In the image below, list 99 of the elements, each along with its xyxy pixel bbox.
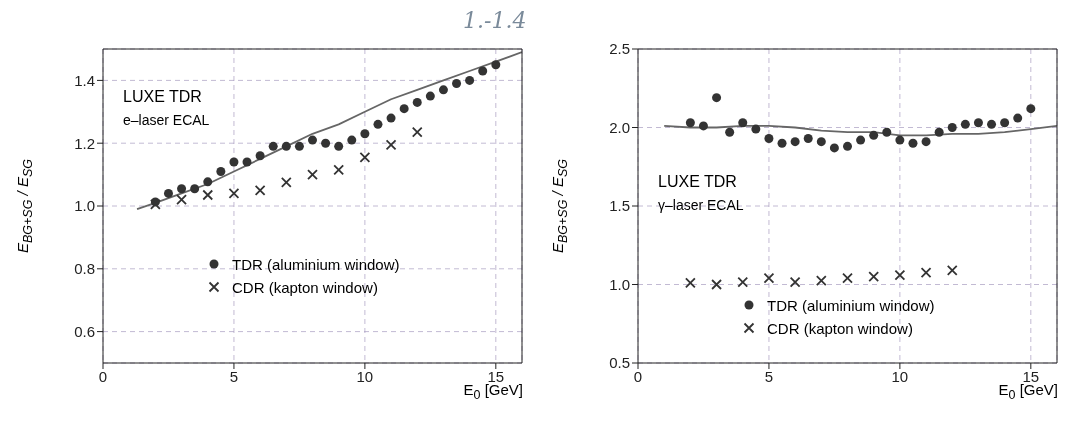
point (347, 135, 357, 145)
point (385, 139, 397, 151)
point (268, 141, 278, 151)
point (425, 91, 435, 101)
point (868, 271, 880, 283)
y-tick-label: 0.5 (609, 354, 630, 372)
point (856, 135, 866, 145)
point (491, 60, 501, 70)
point (465, 75, 475, 85)
point (777, 138, 787, 148)
point (307, 169, 318, 180)
point (789, 276, 801, 288)
x-tick-label: 0 (98, 367, 108, 385)
point (737, 276, 749, 288)
y-tick-label: 1.0 (609, 275, 630, 293)
point (803, 133, 813, 143)
point (386, 113, 396, 123)
y-tick-label: 0.6 (74, 322, 95, 340)
point (478, 66, 488, 76)
point (399, 104, 409, 114)
y-tick-label: 1.5 (609, 197, 630, 215)
annotation: γ–laser ECAL (658, 197, 744, 213)
point (308, 135, 317, 145)
point (685, 118, 695, 128)
point (1026, 104, 1036, 114)
point (1013, 113, 1023, 123)
point (333, 164, 345, 176)
point (815, 275, 827, 286)
point (816, 137, 826, 147)
point (216, 166, 226, 176)
point (829, 143, 839, 153)
point (960, 119, 970, 129)
point (946, 264, 958, 276)
point (373, 119, 383, 129)
point (412, 97, 422, 107)
point (934, 127, 944, 137)
point (947, 123, 957, 132)
text: 1.-1.4 (463, 8, 527, 33)
point (202, 189, 214, 201)
point (438, 85, 448, 95)
point (843, 141, 852, 151)
point (228, 188, 240, 199)
legend-label: TDR (aluminium window) (232, 255, 400, 273)
annotation: e–laser ECAL (123, 112, 210, 128)
y-tick-label: 0.8 (74, 260, 95, 278)
point (921, 137, 931, 147)
y-tick-label: 2.5 (609, 40, 630, 58)
point (738, 118, 748, 128)
point (698, 121, 708, 131)
point (280, 177, 292, 188)
x-tick-label: 10 (891, 367, 909, 385)
point (712, 93, 722, 103)
point (763, 272, 775, 284)
annotation: LUXE TDR (658, 173, 737, 191)
point (203, 177, 213, 187)
point (684, 277, 696, 289)
point (842, 272, 853, 284)
point (176, 194, 187, 206)
point (359, 151, 371, 163)
legend-label: CDR (kapton window) (767, 319, 913, 337)
point (360, 129, 370, 139)
x-tick-label: 10 (356, 367, 374, 385)
legend-label: TDR (aluminium window) (767, 296, 935, 314)
y-tick-label: 1.2 (74, 134, 95, 152)
point (790, 137, 800, 147)
point (334, 141, 344, 151)
point (177, 184, 187, 194)
point (895, 135, 905, 145)
point (229, 157, 239, 167)
x-tick-label: 5 (229, 367, 239, 385)
point (281, 141, 291, 151)
point (973, 118, 983, 128)
point (882, 127, 892, 137)
point (163, 188, 173, 198)
y-tick-label: 2.0 (609, 118, 630, 136)
annotation: LUXE TDR (123, 88, 202, 106)
point (1000, 118, 1010, 128)
point (725, 127, 735, 137)
point (987, 119, 997, 129)
point (452, 79, 462, 89)
point (255, 151, 265, 161)
point (321, 138, 331, 148)
point (920, 267, 932, 279)
legend-label: CDR (kapton window) (232, 278, 378, 296)
point (711, 279, 722, 290)
point (751, 124, 761, 134)
y-tick-label: 1.4 (74, 71, 95, 89)
point (764, 133, 774, 143)
point (294, 141, 304, 151)
point (242, 157, 252, 167)
point (894, 269, 906, 281)
point (411, 126, 423, 138)
x-tick-label: 5 (764, 367, 774, 385)
x-tick-label: 0 (633, 367, 643, 385)
point (908, 138, 918, 148)
point (254, 184, 266, 196)
point (869, 130, 879, 140)
point (190, 184, 200, 194)
y-tick-label: 1.0 (74, 197, 95, 215)
